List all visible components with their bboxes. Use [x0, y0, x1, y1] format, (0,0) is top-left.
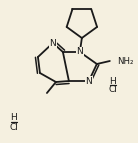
Text: Cl: Cl — [10, 123, 18, 132]
Text: N: N — [50, 38, 56, 47]
Text: N: N — [85, 77, 92, 86]
Text: Cl: Cl — [108, 86, 117, 95]
Text: NH₂: NH₂ — [117, 56, 133, 65]
Text: H: H — [109, 77, 116, 86]
Text: N: N — [76, 47, 83, 56]
Text: H: H — [11, 114, 17, 123]
